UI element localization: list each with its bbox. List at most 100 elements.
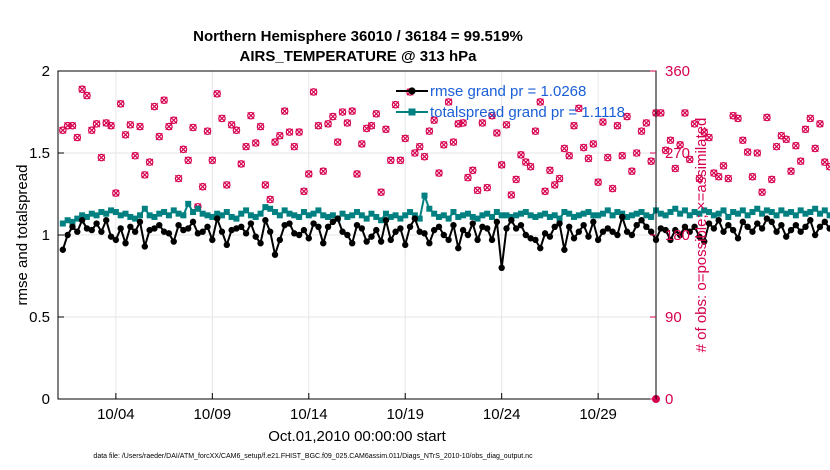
- rmse-point: [811, 231, 819, 239]
- obs-assimilated-marker: [391, 101, 400, 109]
- rmse-point: [556, 220, 563, 227]
- rmse-point: [233, 225, 240, 232]
- obs-count-point: [517, 151, 525, 159]
- obs-assimilated-marker: [502, 121, 511, 129]
- plot-area: [57, 70, 830, 403]
- obs-possible-marker: [358, 140, 366, 148]
- rmse-point: [324, 223, 332, 230]
- totalspread-point: [696, 210, 703, 217]
- obs-count-point: [271, 138, 279, 146]
- obs-count-point: [300, 187, 308, 196]
- rmse-point: [696, 233, 703, 240]
- totalspread-point: [826, 212, 830, 219]
- rmse-point: [315, 223, 322, 230]
- obs-possible-marker: [189, 123, 197, 132]
- obs-assimilated-marker: [816, 120, 824, 128]
- obs-possible-marker: [478, 119, 487, 127]
- obs-possible-marker: [251, 139, 260, 147]
- obs-count-point: [112, 189, 120, 197]
- obs-assimilated-marker: [493, 129, 501, 137]
- obs-count-point: [285, 128, 294, 136]
- totalspread-point: [556, 215, 563, 222]
- obs-assimilated-marker: [768, 175, 776, 184]
- rmse-point: [537, 244, 544, 252]
- obs-count-point: [232, 126, 241, 135]
- rmse-point: [783, 233, 790, 240]
- obs-count-point: [391, 100, 400, 109]
- rmse-point: [291, 230, 298, 237]
- obs-possible-marker: [179, 145, 188, 154]
- obs-assimilated-marker: [160, 96, 168, 104]
- rmse-point: [826, 225, 830, 232]
- obs-assimilated-marker: [676, 141, 684, 149]
- obs-assimilated-marker: [512, 175, 520, 184]
- obs-count-point: [309, 88, 318, 96]
- obs-count-point: [189, 123, 197, 132]
- totalspread-point: [218, 212, 225, 219]
- rmse-point: [146, 226, 153, 234]
- obs-assimilated-marker: [290, 142, 298, 151]
- obs-possible-marker: [256, 122, 265, 131]
- obs-possible-marker: [425, 127, 434, 135]
- obs-count-point: [546, 166, 554, 175]
- rmse-point: [189, 218, 197, 226]
- obs-count-point: [87, 126, 96, 135]
- totalspread-point: [349, 212, 356, 219]
- obs-assimilated-marker: [705, 133, 713, 142]
- obs-possible-marker: [377, 188, 385, 196]
- obs-assimilated-marker: [811, 144, 819, 153]
- obs-count-point: [628, 167, 636, 176]
- rmse-point: [657, 225, 665, 232]
- obs-assimilated-marker: [83, 91, 91, 100]
- totalspread-point: [802, 210, 809, 217]
- obs-assimilated-marker: [526, 163, 535, 171]
- obs-assimilated-marker: [763, 113, 771, 122]
- totalspread-point: [435, 213, 442, 220]
- obs-possible-marker: [121, 130, 130, 139]
- obs-count-point: [647, 157, 655, 166]
- obs-count-point: [526, 162, 535, 171]
- obs-count-point: [247, 111, 255, 120]
- rmse-point: [353, 221, 361, 229]
- totalspread-point: [643, 212, 650, 219]
- rmse-point: [604, 225, 611, 232]
- rmse-point: [204, 223, 211, 230]
- totalspread-point: [759, 210, 766, 217]
- obs-count-point: [150, 102, 159, 111]
- obs-count-point: [599, 118, 607, 126]
- obs-assimilated-marker: [377, 188, 385, 196]
- obs-assimilated-marker: [821, 158, 829, 166]
- totalspread-point: [484, 210, 491, 217]
- obs-assimilated-marker: [179, 145, 188, 153]
- obs-count-point: [319, 167, 328, 176]
- totalspread-point: [730, 209, 737, 216]
- obs-count-point: [386, 156, 395, 165]
- totalspread-point: [667, 209, 674, 216]
- rmse-point: [749, 228, 756, 235]
- obs-count-point: [782, 135, 791, 144]
- totalspread-point: [286, 210, 293, 217]
- totalspread-point: [310, 210, 317, 217]
- obs-possible-marker: [78, 85, 86, 94]
- obs-assimilated-marker: [174, 174, 183, 183]
- rmse-point: [763, 215, 771, 222]
- totalspread-point: [489, 213, 496, 220]
- x-tick-label: 10/04: [97, 406, 135, 423]
- obs-possible-marker: [555, 174, 564, 183]
- obs-assimilated-marker: [739, 136, 747, 144]
- obs-possible-marker: [681, 109, 689, 117]
- obs-possible-marker: [782, 135, 791, 144]
- obs-count-point: [121, 130, 130, 139]
- y2-tick-label: 360: [665, 63, 690, 80]
- obs-possible-marker: [705, 133, 713, 142]
- totalspread-point: [445, 215, 452, 222]
- obs-possible-marker: [198, 182, 207, 191]
- rmse-point: [821, 218, 828, 226]
- rmse-point: [739, 218, 747, 226]
- totalspread-point: [763, 207, 770, 214]
- obs-possible-marker: [507, 191, 516, 199]
- obs-assimilated-marker: [464, 173, 472, 182]
- obs-count-point: [155, 132, 164, 141]
- obs-assimilated-marker: [522, 158, 530, 166]
- totalspread-point: [734, 210, 741, 217]
